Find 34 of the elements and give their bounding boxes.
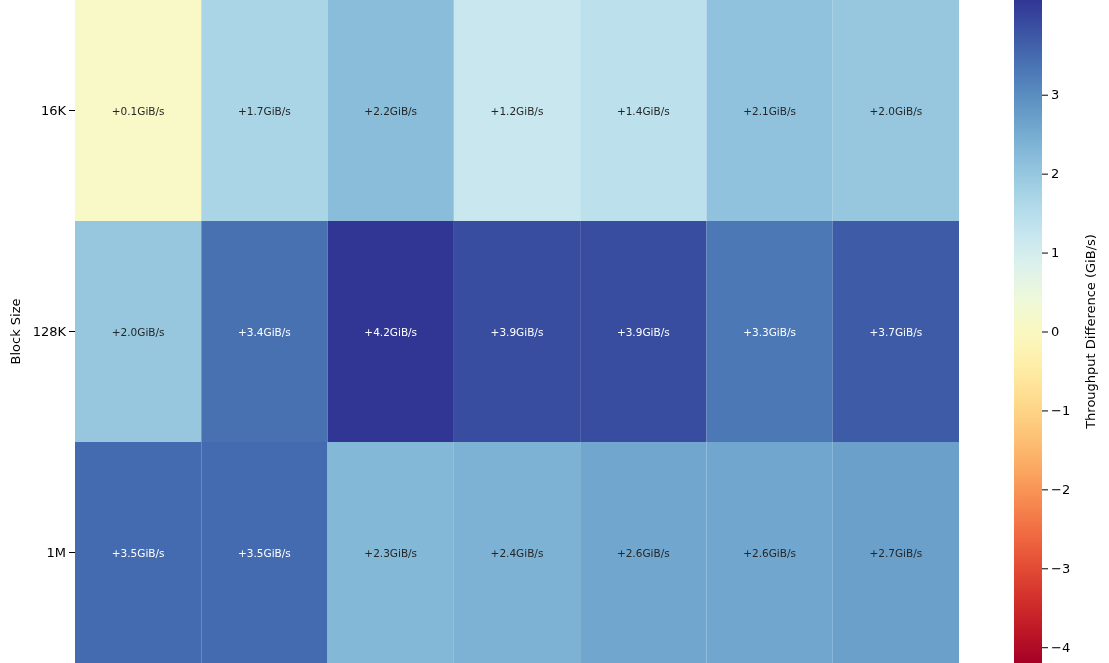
data-label: +2.4GiB/s [490,546,544,559]
y-tick-label: 128K [32,323,67,339]
data-label: +2.2GiB/s [364,104,418,117]
color-bar-label: −4 [1051,639,1071,655]
data-label: +2.3GiB/s [364,546,418,559]
y-tick-label: 1M [46,544,66,560]
data-label: +2.6GiB/s [616,546,670,559]
color-bar-label: −1 [1051,403,1071,419]
data-label: +3.4GiB/s [238,325,291,338]
data-label: +3.3GiB/s [743,325,796,338]
color-bar-label: 3 [1051,87,1060,103]
data-label: +3.7GiB/s [869,325,923,338]
data-label: +2.7GiB/s [869,546,923,559]
data-label: +1.7GiB/s [238,104,291,117]
color-bar-label: 0 [1051,324,1060,340]
data-label: +0.1GiB/s [111,104,165,117]
color-bar-label: 1 [1051,245,1060,261]
data-label: +3.9GiB/s [616,325,670,338]
color-bar-label: −2 [1051,482,1071,498]
data-label: +2.1GiB/s [743,104,796,117]
data-label: +3.9GiB/s [490,325,544,338]
y-axis-title: Block Size [8,298,23,365]
data-label: +2.0GiB/s [111,325,165,338]
data-label: +4.2GiB/s [364,325,418,338]
y-tick-label: 16K [40,102,67,118]
data-label: +1.4GiB/s [616,104,670,117]
color-bar-label: −3 [1051,560,1071,576]
data-label: +3.5GiB/s [111,546,165,559]
color-bar-title: Throughput Difference (GiB/s) [1083,234,1098,430]
data-label: +2.0GiB/s [869,104,923,117]
color-bar-label: 2 [1051,166,1060,182]
data-label: +2.6GiB/s [743,546,796,559]
data-label: +3.5GiB/s [238,546,291,559]
data-label: +1.2GiB/s [490,104,544,117]
